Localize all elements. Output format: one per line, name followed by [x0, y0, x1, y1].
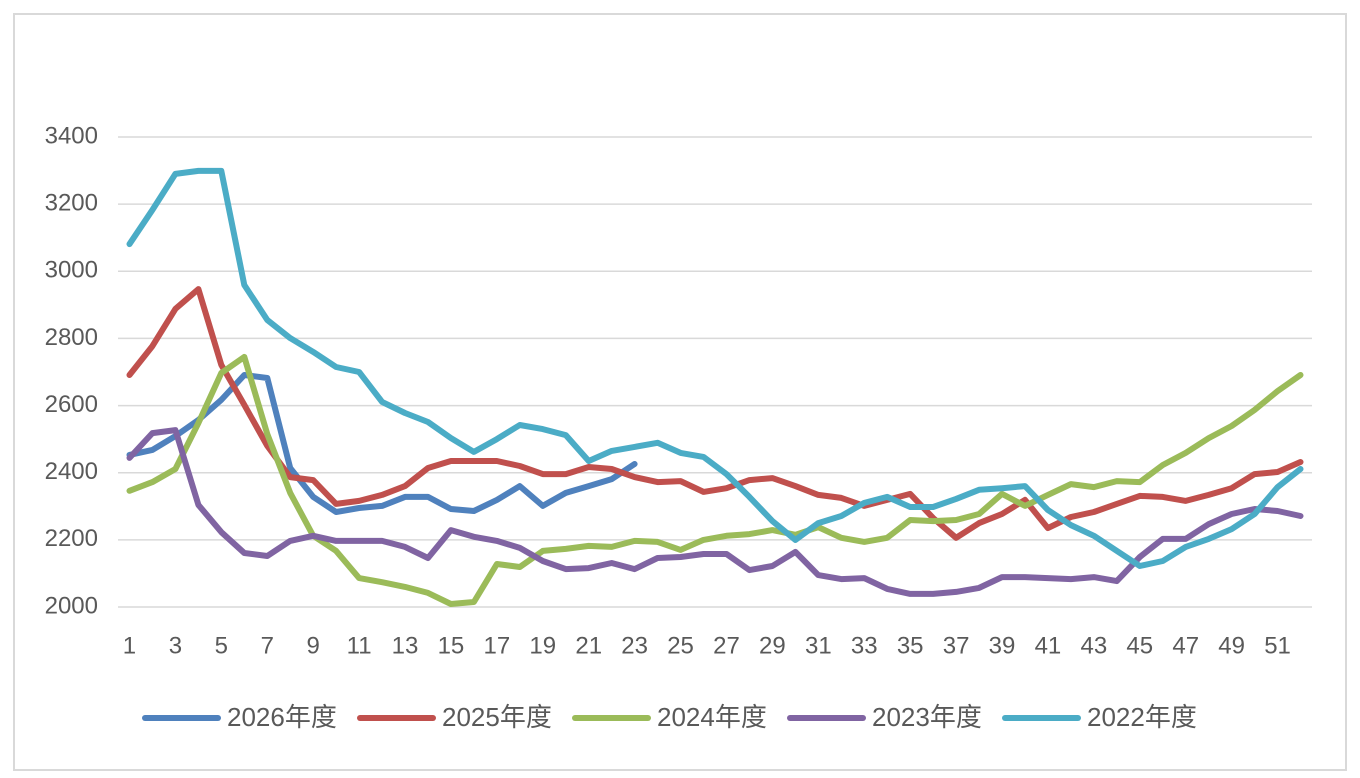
x-tick-label: 41	[1035, 632, 1062, 659]
y-tick-label: 2800	[45, 324, 98, 351]
legend-label: 2022年度	[1087, 702, 1197, 732]
legend-label: 2023年度	[872, 702, 982, 732]
x-tick-label: 37	[943, 632, 970, 659]
x-tick-label: 25	[667, 632, 694, 659]
series-line	[126, 372, 638, 515]
x-tick-label: 45	[1126, 632, 1153, 659]
y-tick-label: 2000	[45, 592, 98, 619]
y-tick-label: 3200	[45, 189, 98, 216]
x-tick-label: 15	[438, 632, 465, 659]
x-tick-label: 29	[759, 632, 786, 659]
x-tick-label: 3	[169, 632, 182, 659]
y-tick-label: 3000	[45, 257, 98, 284]
x-tick-label: 9	[306, 632, 319, 659]
x-tick-label: 5	[215, 632, 228, 659]
legend-label: 2025年度	[442, 702, 552, 732]
y-tick-label: 3400	[45, 122, 98, 149]
x-tick-label: 35	[897, 632, 924, 659]
series-line	[126, 286, 1304, 541]
x-tick-label: 47	[1172, 632, 1199, 659]
series-line	[126, 427, 1304, 597]
legend-label: 2026年度	[227, 702, 337, 732]
y-tick-label: 2200	[45, 525, 98, 552]
x-tick-label: 33	[851, 632, 878, 659]
x-tick-label: 43	[1081, 632, 1108, 659]
x-tick-label: 1	[123, 632, 136, 659]
x-tick-label: 17	[484, 632, 511, 659]
legend-label: 2024年度	[657, 702, 767, 732]
x-tick-label: 13	[392, 632, 419, 659]
x-tick-label: 39	[989, 632, 1016, 659]
x-tick-label: 21	[575, 632, 602, 659]
series-line	[126, 167, 1304, 569]
x-tick-label: 51	[1264, 632, 1291, 659]
y-tick-label: 2600	[45, 391, 98, 418]
x-tick-label: 27	[713, 632, 740, 659]
series-line	[126, 353, 1304, 607]
x-tick-label: 19	[529, 632, 556, 659]
x-tick-label: 31	[805, 632, 832, 659]
x-tick-label: 49	[1218, 632, 1245, 659]
x-tick-label: 11	[347, 632, 372, 659]
y-tick-label: 2400	[45, 458, 98, 485]
x-tick-label: 7	[261, 632, 274, 659]
x-tick-label: 23	[621, 632, 648, 659]
